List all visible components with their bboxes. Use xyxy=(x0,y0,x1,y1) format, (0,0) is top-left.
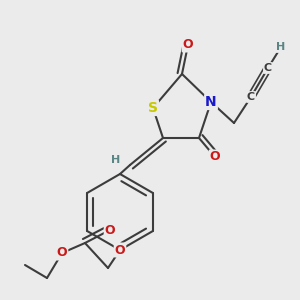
Text: O: O xyxy=(57,247,67,260)
Text: O: O xyxy=(105,224,115,236)
Text: N: N xyxy=(205,95,217,109)
Text: H: H xyxy=(276,42,286,52)
Text: O: O xyxy=(183,38,193,52)
Text: S: S xyxy=(148,101,158,115)
Text: H: H xyxy=(111,155,121,165)
Text: C: C xyxy=(247,92,255,102)
Text: O: O xyxy=(115,244,125,256)
Text: C: C xyxy=(264,63,272,73)
Text: O: O xyxy=(210,151,220,164)
